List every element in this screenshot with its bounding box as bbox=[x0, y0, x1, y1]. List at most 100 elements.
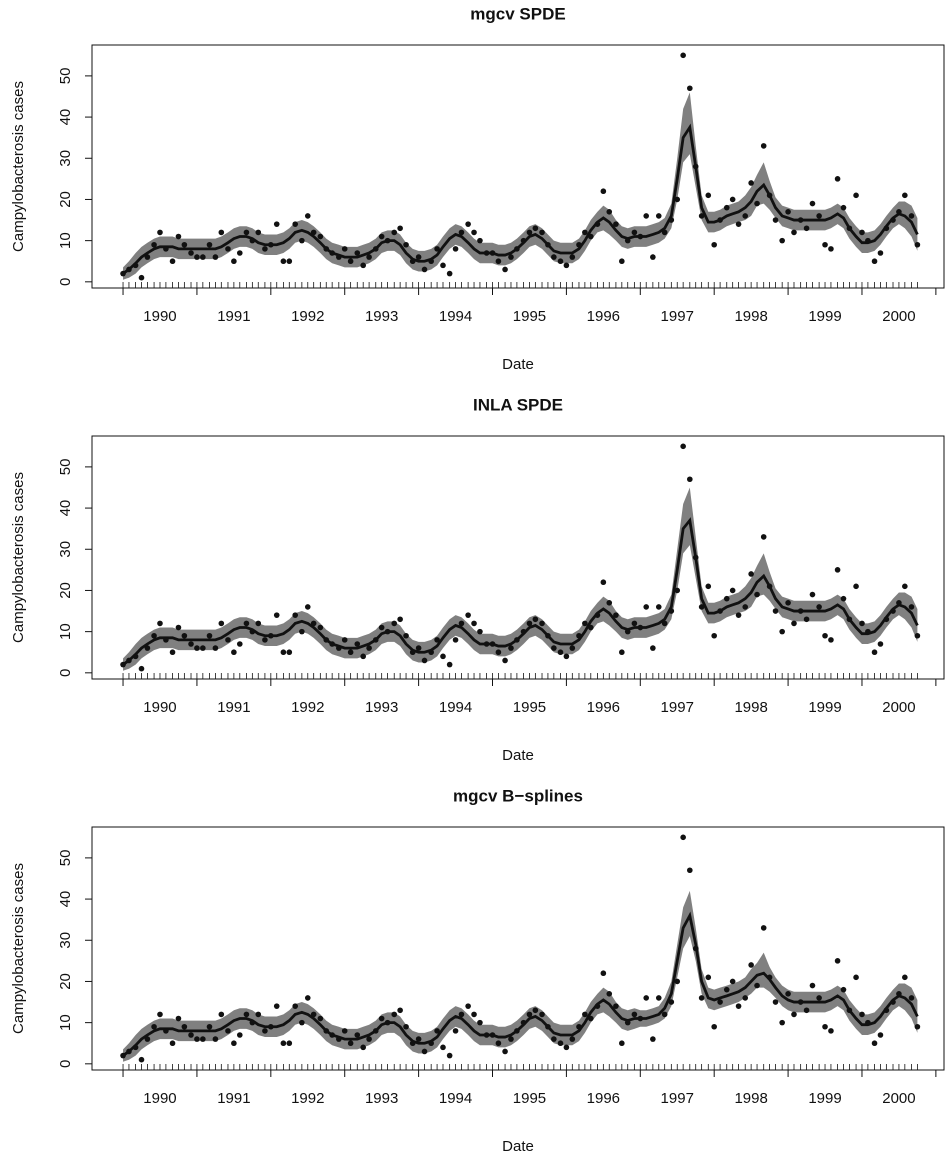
data-point bbox=[200, 645, 206, 651]
data-point bbox=[317, 624, 324, 631]
data-point bbox=[779, 1019, 785, 1026]
data-point bbox=[268, 632, 274, 639]
data-point bbox=[336, 254, 342, 260]
data-point bbox=[729, 587, 736, 594]
data-point bbox=[304, 995, 311, 1001]
data-point bbox=[194, 645, 200, 651]
data-point bbox=[890, 999, 896, 1005]
data-point bbox=[742, 995, 749, 1001]
data-point bbox=[606, 991, 613, 997]
data-point bbox=[372, 246, 379, 252]
x-tick-label: 2000 bbox=[882, 699, 915, 716]
y-tick-label: 20 bbox=[57, 191, 74, 208]
data-point bbox=[286, 1040, 293, 1047]
data-point bbox=[816, 213, 822, 219]
data-point bbox=[157, 620, 163, 627]
data-point bbox=[391, 1011, 398, 1018]
data-point bbox=[188, 250, 194, 256]
x-tick-label: 1993 bbox=[365, 308, 398, 325]
x-axis-label: Date bbox=[502, 747, 534, 764]
data-point bbox=[532, 1007, 539, 1014]
data-point bbox=[262, 1028, 268, 1034]
data-point bbox=[600, 579, 607, 586]
data-point bbox=[563, 653, 570, 660]
x-tick-label: 1998 bbox=[734, 308, 767, 325]
data-point bbox=[421, 657, 428, 664]
y-tick-label: 40 bbox=[57, 500, 74, 517]
data-point bbox=[717, 217, 723, 223]
data-point bbox=[563, 262, 570, 269]
data-point bbox=[545, 241, 551, 248]
data-point bbox=[144, 645, 151, 651]
x-tick-label: 1990 bbox=[143, 1090, 176, 1107]
confidence-band bbox=[123, 487, 918, 671]
x-tick-label: 1994 bbox=[439, 699, 472, 716]
data-point bbox=[853, 192, 859, 199]
data-point bbox=[403, 1023, 409, 1030]
data-point bbox=[711, 241, 717, 248]
data-point bbox=[255, 620, 262, 627]
data-point bbox=[582, 229, 588, 236]
data-point bbox=[539, 229, 545, 236]
data-point bbox=[754, 982, 760, 989]
data-point bbox=[650, 645, 656, 651]
data-point bbox=[323, 246, 330, 252]
data-point bbox=[471, 229, 477, 236]
y-axis-label: Campylobacterosis cases bbox=[10, 81, 27, 252]
data-point bbox=[188, 1032, 194, 1038]
data-point bbox=[717, 999, 723, 1005]
data-point bbox=[304, 604, 311, 610]
data-point bbox=[169, 1040, 176, 1047]
data-point bbox=[428, 1040, 434, 1047]
data-point bbox=[846, 1007, 853, 1014]
data-point bbox=[452, 1028, 459, 1034]
data-point bbox=[834, 567, 841, 573]
x-tick-label: 1991 bbox=[217, 1090, 250, 1107]
data-point bbox=[896, 991, 902, 997]
data-point bbox=[655, 604, 662, 610]
data-point bbox=[120, 1052, 126, 1059]
data-point bbox=[896, 209, 902, 215]
data-point bbox=[526, 1011, 533, 1018]
data-point bbox=[631, 229, 638, 236]
data-point bbox=[384, 237, 391, 244]
x-tick-label: 1999 bbox=[808, 1090, 841, 1107]
y-tick-label: 20 bbox=[57, 582, 74, 599]
data-point bbox=[415, 1036, 422, 1042]
data-point bbox=[687, 867, 693, 874]
data-point bbox=[495, 258, 502, 265]
data-point bbox=[175, 233, 182, 240]
data-point bbox=[859, 620, 865, 627]
data-point bbox=[126, 657, 132, 664]
data-point bbox=[458, 229, 465, 236]
data-point bbox=[280, 1040, 287, 1047]
data-point bbox=[126, 266, 132, 273]
data-point bbox=[637, 233, 644, 240]
data-point bbox=[828, 1028, 834, 1034]
x-tick-label: 1999 bbox=[808, 699, 841, 716]
data-point bbox=[661, 620, 668, 627]
data-point bbox=[428, 258, 434, 265]
data-point bbox=[600, 188, 607, 195]
data-point bbox=[188, 641, 194, 647]
data-point bbox=[372, 1028, 379, 1034]
data-point bbox=[360, 653, 366, 660]
data-point bbox=[532, 616, 539, 623]
data-point bbox=[619, 1040, 625, 1047]
data-point bbox=[126, 1048, 132, 1055]
data-point bbox=[317, 1015, 324, 1022]
data-point bbox=[243, 229, 250, 236]
data-point bbox=[822, 1023, 828, 1030]
y-axis-label: Campylobacterosis cases bbox=[10, 472, 27, 643]
data-point bbox=[779, 237, 785, 244]
data-point bbox=[619, 649, 625, 656]
data-point bbox=[200, 1036, 206, 1042]
x-tick-label: 1997 bbox=[661, 308, 694, 325]
data-point bbox=[613, 612, 619, 618]
data-point bbox=[661, 1011, 668, 1018]
data-point bbox=[539, 1011, 545, 1018]
data-point bbox=[668, 608, 675, 614]
fit-line bbox=[122, 123, 919, 275]
data-point bbox=[840, 204, 847, 211]
data-point bbox=[631, 1011, 638, 1018]
